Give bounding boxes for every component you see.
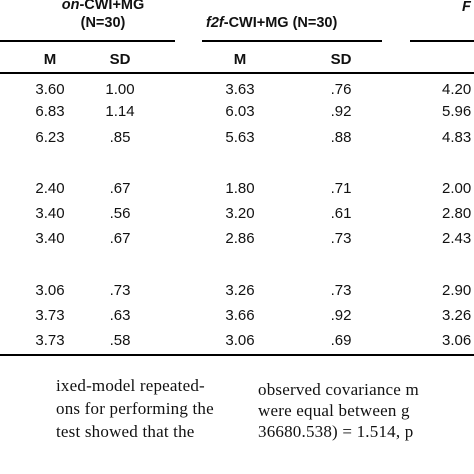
cell-m-third: 2.43: [442, 230, 472, 247]
cell-m-third: 4.83: [442, 129, 472, 146]
cell-sd-f2f: .92: [330, 103, 352, 120]
cell-sd-f2f: .71: [330, 180, 352, 197]
cell-m-online: 2.40: [35, 180, 65, 197]
group-header-third: F: [462, 0, 471, 16]
cell-m-online: 6.83: [35, 103, 65, 120]
cell-sd-online: .56: [109, 205, 131, 222]
col-header-sd-f2f: SD: [330, 51, 352, 68]
cell-sd-f2f: .73: [330, 230, 352, 247]
group-header-f2f-italic: f2f: [206, 15, 224, 31]
cell-m-f2f: 2.86: [225, 230, 255, 247]
cell-sd-online: .67: [109, 180, 131, 197]
col-header-m-online: M: [43, 51, 57, 68]
cell-m-online: 3.73: [35, 332, 65, 349]
cell-sd-online: .63: [109, 307, 131, 324]
group-header-online: on-CWI+MG (N=30): [28, 0, 178, 32]
cell-sd-f2f: .73: [330, 282, 352, 299]
cell-m-third: 5.96: [442, 103, 472, 120]
cell-m-online: 3.40: [35, 205, 65, 222]
body-text-right-line-3: 36680.538) = 1.514, p: [258, 422, 414, 441]
cell-m-f2f: 6.03: [225, 103, 255, 120]
table-bottom-rule: [0, 354, 474, 356]
col-header-sd-online: SD: [109, 51, 131, 68]
cell-m-f2f: 3.63: [225, 81, 255, 98]
group-underline-2: [202, 40, 382, 42]
group-header-online-n: (N=30): [80, 15, 126, 31]
cell-m-f2f: 3.66: [225, 307, 255, 324]
body-text-left-line-3: test showed that the: [56, 422, 195, 441]
group-underline-1: [0, 40, 175, 42]
group-underline-3: [410, 40, 474, 42]
header-rule: [0, 72, 474, 74]
col-header-m-f2f: M: [233, 51, 247, 68]
cell-sd-f2f: .88: [330, 129, 352, 146]
cell-m-third: 3.06: [442, 332, 472, 349]
group-header-online-rest: -CWI+MG: [79, 0, 145, 13]
cell-sd-f2f: .69: [330, 332, 352, 349]
body-text-left-line-1: ixed-model repeated-: [56, 376, 205, 395]
cell-m-f2f: 3.06: [225, 332, 255, 349]
cell-m-third: 2.00: [442, 180, 472, 197]
cell-sd-f2f: .92: [330, 307, 352, 324]
body-text-right-line-1: observed covariance m: [258, 380, 419, 399]
cell-sd-online: .58: [109, 332, 131, 349]
cell-m-third: 2.80: [442, 205, 472, 222]
cell-m-f2f: 3.26: [225, 282, 255, 299]
cell-m-third: 4.20: [442, 81, 472, 98]
cell-m-online: 6.23: [35, 129, 65, 146]
group-header-online-italic: on: [61, 0, 80, 13]
cell-m-online: 3.73: [35, 307, 65, 324]
group-header-f2f-rest: -CWI+MG (N=30): [223, 15, 338, 31]
cell-sd-f2f: .61: [330, 205, 352, 222]
cell-sd-online: .73: [109, 282, 131, 299]
cell-sd-online: 1.14: [105, 103, 135, 120]
body-text-left-line-2: ons for performing the: [56, 399, 214, 418]
cell-m-f2f: 3.20: [225, 205, 255, 222]
cell-sd-online: .67: [109, 230, 131, 247]
cell-m-third: 2.90: [442, 282, 472, 299]
cell-m-online: 3.60: [35, 81, 65, 98]
cell-m-third: 3.26: [442, 307, 472, 324]
cell-m-online: 3.40: [35, 230, 65, 247]
cell-m-f2f: 5.63: [225, 129, 255, 146]
group-header-f2f: f2f-CWI+MG (N=30): [206, 14, 386, 32]
cell-m-online: 3.06: [35, 282, 65, 299]
group-header-third-italic: F: [462, 0, 471, 15]
body-text-right-line-2: were equal between g: [258, 401, 410, 420]
cell-sd-f2f: .76: [330, 81, 352, 98]
cell-sd-online: 1.00: [105, 81, 135, 98]
cell-m-f2f: 1.80: [225, 180, 255, 197]
cell-sd-online: .85: [109, 129, 131, 146]
